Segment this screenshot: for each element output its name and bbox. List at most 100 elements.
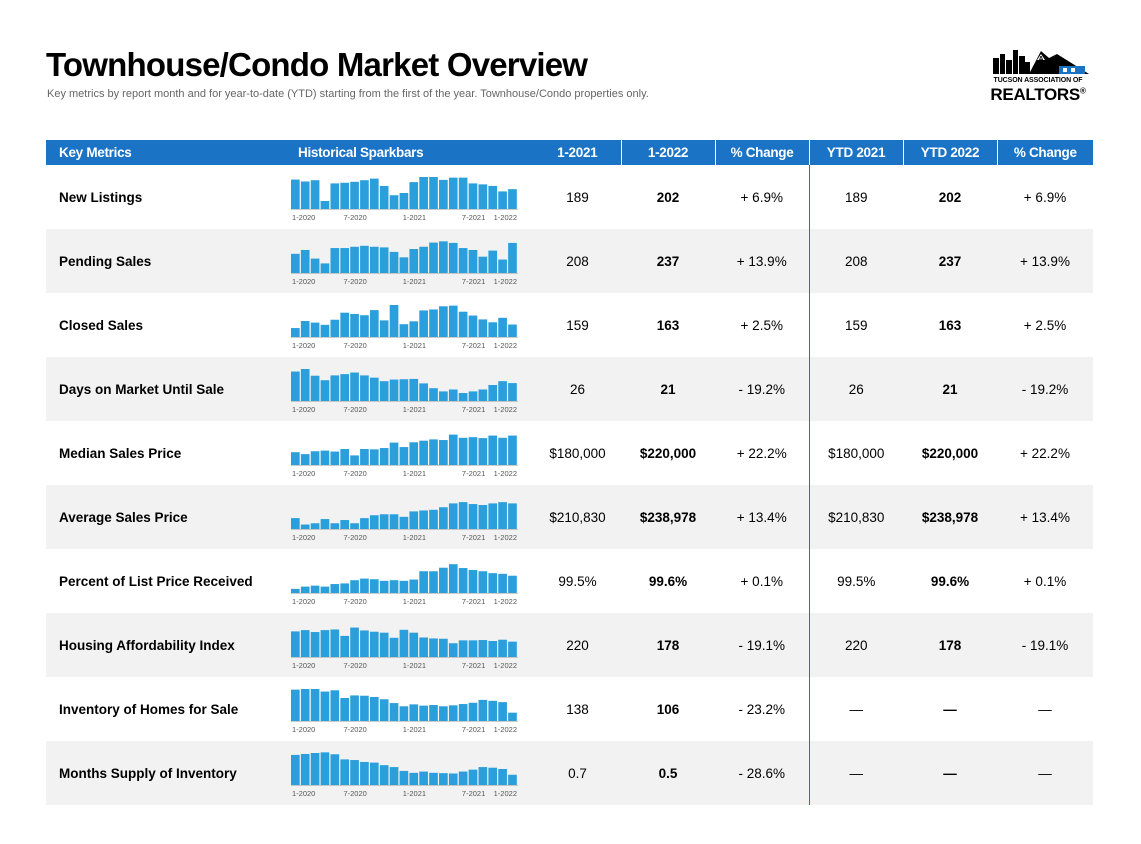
sparkbar [419,383,428,401]
sparkbar-tick-label: 1-2020 [292,533,315,542]
sparkbar-tick-label: 1-2020 [292,661,315,670]
sparkbar [429,309,438,337]
sparkbar [300,753,310,785]
sparkbar [498,381,507,401]
sparkbar [340,248,350,273]
sparkbar-tick-label: 1-2020 [292,469,315,478]
sparkbar [478,389,488,401]
sparkbar-cell: 1-2020 7-2020 1-2021 7-2021 1-2022 [291,293,534,357]
header-1-2022: 1-2022 [620,140,715,165]
table-row: Median Sales Price 1-2020 7-2020 1-2021 7-20… [46,421,1093,485]
value-1-2022: 99.6% [648,573,688,589]
metric-name: Pending Sales [46,229,291,293]
table-row: Percent of List Price Received 1-2020 7-20… [46,549,1093,613]
sparkbar [369,631,379,657]
sparkbar-tick-label: 1-2022 [494,789,517,798]
value-ytd-pct-change: + 6.9% [1023,189,1067,205]
sparkbar-tick-label: 1-2020 [292,597,315,606]
sparkbar-chart: 1-2020 7-2020 1-2021 7-2021 1-2022 [291,369,518,414]
sparkbar-chart: 1-2020 7-2020 1-2021 7-2021 1-2022 [291,627,518,670]
sparkbar [360,449,369,465]
sparkbar [350,580,359,593]
table-row: Average Sales Price 1-2020 7-2020 1-2021 7-2… [46,485,1093,549]
value-ytd-pct-change: - 19.1% [997,613,1093,677]
sparkbar [458,568,468,593]
sparkbar [379,320,389,337]
sparkbar [498,259,507,273]
value-ytd-2021: 159 [808,293,903,357]
sparkbar [458,437,468,465]
sparkbar [310,451,320,465]
sparkbar [439,179,448,209]
sparkbar [439,773,448,785]
table-row: Days on Market Until Sale 1-2020 7-2020 1-2… [46,357,1093,421]
sparkbar [350,523,359,529]
sparkbar-tick-label: 7-2021 [462,213,485,222]
sparkbar-tick-label: 1-2022 [494,277,517,286]
sparkbar [468,769,478,785]
sparkbar [448,242,458,273]
sparkbar [439,567,448,593]
sparkbar [340,374,350,401]
sparkbar-tick-label: 1-2021 [403,661,426,670]
sparkbar [379,632,389,657]
sparkbar [458,393,468,401]
sparkbar [478,699,488,721]
value-ytd-2022: 21 [903,357,997,421]
sparkbar [439,241,448,273]
sparkbar [310,322,320,337]
header-1-2021: 1-2021 [534,140,621,165]
sparkbar-tick-label: 7-2021 [462,789,485,798]
value-1-2021: 138 [566,701,589,717]
value-ytd-2021: — [808,677,903,741]
sparkbar [439,306,448,337]
logo-association-text: TUCSON ASSOCIATION OF [993,77,1083,84]
sparkbar-tick-label: 1-2022 [494,533,517,542]
sparkbar [350,246,359,273]
metric-name: New Listings [59,189,143,205]
sparkbar [360,518,369,529]
sparkbar [429,772,438,785]
value-pct-change: - 19.1% [715,613,809,677]
sparkbar [478,256,488,273]
sparkbar [429,177,438,209]
header-ytd-2022: YTD 2022 [902,140,997,165]
sparkbar [488,573,498,593]
sparkbar-tick-label: 7-2020 [343,277,366,286]
value-1-2022: $220,000 [639,445,697,461]
svg-text:A: A [1038,56,1043,63]
sparkbar [439,391,448,401]
sparkbar [498,317,507,337]
sparkbar [468,437,478,465]
value-ytd-pct-change: — [1038,701,1052,717]
sparkbar-chart: 1-2020 7-2020 1-2021 7-2021 1-2022 [291,752,518,798]
value-1-2022: 178 [621,613,715,677]
value-ytd-2022: — [903,741,997,805]
sparkbar [448,177,458,209]
tucson-realtors-logo: A TUCSON ASSOCIATION OF REALTORS® [986,44,1096,106]
value-pct-change: + 2.5% [740,317,783,333]
sparkbar [399,629,409,657]
value-ytd-2022: $220,000 [921,445,979,461]
metric-name: Inventory of Homes for Sale [59,701,239,717]
sparkbar [458,704,468,721]
value-ytd-2022: 237 [903,229,997,293]
sparkbar [369,697,379,721]
sparkbar [291,179,300,209]
sparkbar [291,754,300,785]
sparkbar [389,379,399,401]
sparkbar [310,375,320,401]
sparkbar [409,378,419,401]
sparkbar [409,182,419,209]
sparkbar [369,579,379,593]
sparkbar [439,440,448,465]
sparkbar-tick-label: 7-2020 [343,533,366,542]
sparkbar [330,584,340,593]
table-row: Pending Sales 1-2020 7-2020 1-2021 7-2021 1-2… [46,229,1093,293]
sparkbar [498,437,507,465]
sparkbar [330,523,340,529]
sparkbar [360,761,369,785]
value-ytd-pct-change: — [997,741,1093,805]
sparkbar [478,184,488,209]
sparkbar [300,369,310,401]
